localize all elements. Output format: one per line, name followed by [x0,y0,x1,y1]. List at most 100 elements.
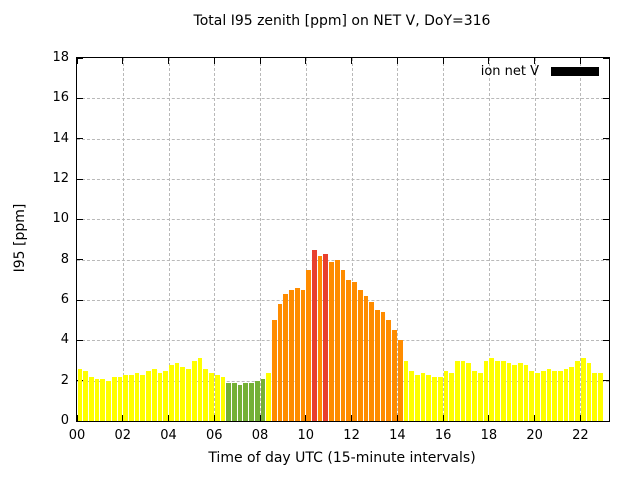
y-tick-label: 12 [52,171,69,186]
bar [163,370,169,421]
x-tick-label: 08 [251,428,269,443]
bar [106,380,111,421]
x-axis-tick [351,58,353,64]
bar [483,360,489,421]
bar [472,370,477,421]
bar [329,261,334,421]
x-axis-tick [579,58,581,64]
bar [466,362,472,421]
bar [432,376,437,421]
bar [249,382,254,421]
bar [506,362,512,421]
y-axis-tick [603,339,609,341]
y-axis-tick [77,57,83,59]
bar [363,295,369,421]
y-axis-tick [77,259,83,261]
bar [94,378,100,421]
bar [392,330,397,421]
x-axis-tick [351,415,353,421]
v-gridline [534,58,536,421]
y-axis-tick [77,420,83,422]
bar [266,372,271,421]
y-axis-tick [77,97,83,99]
bar [231,382,237,421]
bar [517,362,523,421]
bar [357,289,363,421]
bar [111,376,117,421]
y-axis-tick [603,97,609,99]
bar [558,370,563,421]
bar [334,259,340,421]
bar [146,370,151,421]
bar [214,374,220,421]
x-axis-tick [579,415,581,421]
bar [237,384,243,421]
x-axis-label: Time of day UTC (15-minute intervals) [208,450,476,466]
bar [88,376,94,421]
h-gridline [77,259,609,261]
y-axis-tick [603,57,609,59]
y-axis-tick [77,178,83,180]
bar [426,374,432,421]
y-axis-label: I95 [ppm] [12,203,28,273]
x-axis-tick [122,415,124,421]
bar [203,368,209,421]
bar [489,358,495,421]
y-axis-tick [603,218,609,220]
bar [529,370,535,421]
x-tick-label: 14 [389,428,406,443]
x-tick-label: 10 [297,428,315,443]
bar [209,372,214,421]
bar [397,340,403,421]
bar [535,372,540,421]
bar [512,364,517,421]
bar [134,372,140,421]
y-tick-label: 6 [60,292,69,307]
bar [226,382,231,421]
x-axis-tick [168,58,170,64]
bar [128,374,134,421]
v-gridline [397,58,399,421]
x-axis-tick [213,58,215,64]
bar [340,269,346,421]
y-axis-tick [603,380,609,382]
bar [460,360,466,421]
bar [586,362,592,421]
bar [300,289,306,421]
bar [186,368,191,421]
y-axis-tick [77,138,83,140]
x-axis-tick [213,415,215,421]
bar [220,376,226,421]
v-gridline [260,58,262,421]
x-tick-label: 18 [480,428,498,443]
bar [420,372,426,421]
bar [523,364,529,421]
bar [174,362,180,421]
bar [317,255,323,421]
bar [77,368,83,421]
x-axis-tick [259,58,261,64]
bar [117,376,123,421]
bar [306,269,312,421]
bar [409,370,414,421]
x-tick-label: 00 [68,428,86,443]
x-axis-tick [534,58,536,64]
bar [197,358,203,421]
bar [254,380,260,421]
x-axis-tick [488,58,490,64]
plot-area: ion net V 0 2 4 6 8 10 12 14 16 18 00 02 04 06 08 10 12 1… [52,50,610,443]
bar [289,289,294,421]
y-tick-label: 10 [52,211,69,227]
bar [443,370,449,421]
v-gridline [122,58,124,421]
bar [123,374,128,421]
x-tick-label: 22 [572,428,589,443]
bar [592,372,598,421]
x-tick-label: 02 [114,428,132,443]
bar [540,370,546,421]
x-tick-label: 12 [343,428,360,443]
bar [415,374,420,421]
bar [271,320,277,421]
bar [552,370,557,421]
y-axis-tick [603,138,609,140]
